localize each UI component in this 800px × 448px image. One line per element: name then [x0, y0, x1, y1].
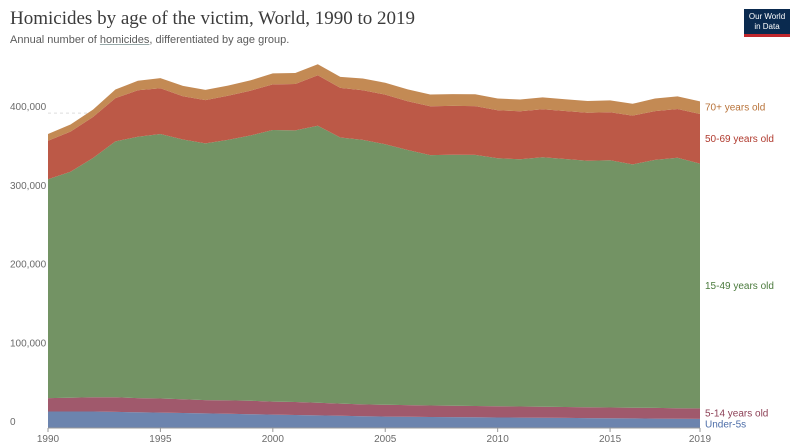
logo-line-1: Our World: [748, 12, 786, 21]
y-tick-label: 400,000: [10, 102, 47, 113]
y-tick-label: 0: [10, 417, 16, 428]
series-label: 50-69 years old: [705, 134, 774, 145]
area-15-49-years-old: [48, 125, 700, 409]
chart-title: Homicides by age of the victim, World, 1…: [10, 8, 415, 29]
chart-subtitle: Annual number of homicides, differentiat…: [10, 34, 289, 46]
owid-logo[interactable]: Our World in Data: [744, 9, 790, 37]
y-tick-label: 100,000: [10, 338, 47, 349]
x-tick-label: 2010: [487, 434, 510, 445]
x-tick-label: 1995: [149, 434, 172, 445]
series-label: Under-5s: [705, 420, 746, 431]
series-label: 15-49 years old: [705, 281, 774, 292]
subtitle-prefix: Annual number of: [10, 34, 100, 46]
area-5-14-years-old: [48, 397, 700, 419]
y-tick-label: 300,000: [10, 181, 47, 192]
series-label: 70+ years old: [705, 103, 765, 114]
homicides-link[interactable]: homicides: [99, 34, 150, 46]
area-70-years-old: [48, 64, 700, 141]
x-tick-label: 2015: [599, 434, 622, 445]
series-label: 5-14 years old: [705, 409, 768, 420]
x-tick-label: 1990: [37, 434, 60, 445]
logo-line-2: in Data: [754, 22, 780, 31]
subtitle-suffix: , differentiated by age group.: [149, 34, 290, 46]
y-tick-label: 200,000: [10, 260, 47, 271]
x-tick-label: 2019: [689, 434, 712, 445]
x-tick-label: 2000: [262, 434, 285, 445]
x-tick-label: 2005: [374, 434, 397, 445]
area-50-69-years-old: [48, 75, 700, 180]
area-under-5s: [48, 411, 700, 428]
